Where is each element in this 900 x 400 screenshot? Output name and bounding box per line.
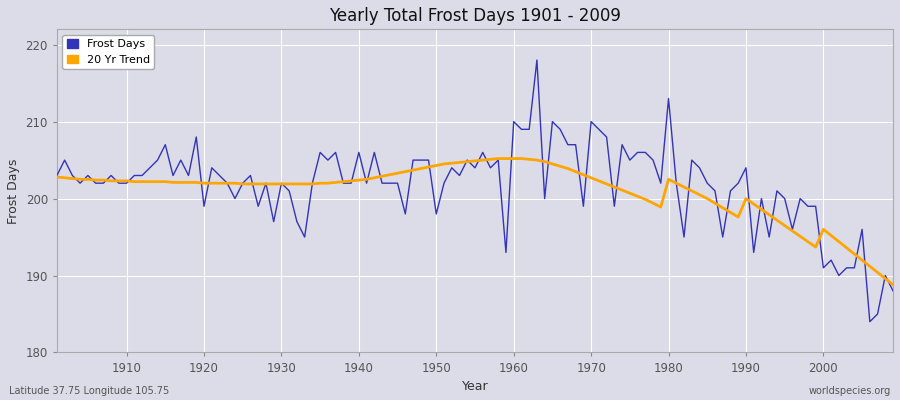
Y-axis label: Frost Days: Frost Days xyxy=(7,158,20,224)
X-axis label: Year: Year xyxy=(462,380,489,393)
Title: Yearly Total Frost Days 1901 - 2009: Yearly Total Frost Days 1901 - 2009 xyxy=(329,7,621,25)
Text: worldspecies.org: worldspecies.org xyxy=(809,386,891,396)
Legend: Frost Days, 20 Yr Trend: Frost Days, 20 Yr Trend xyxy=(62,35,155,70)
Text: Latitude 37.75 Longitude 105.75: Latitude 37.75 Longitude 105.75 xyxy=(9,386,169,396)
